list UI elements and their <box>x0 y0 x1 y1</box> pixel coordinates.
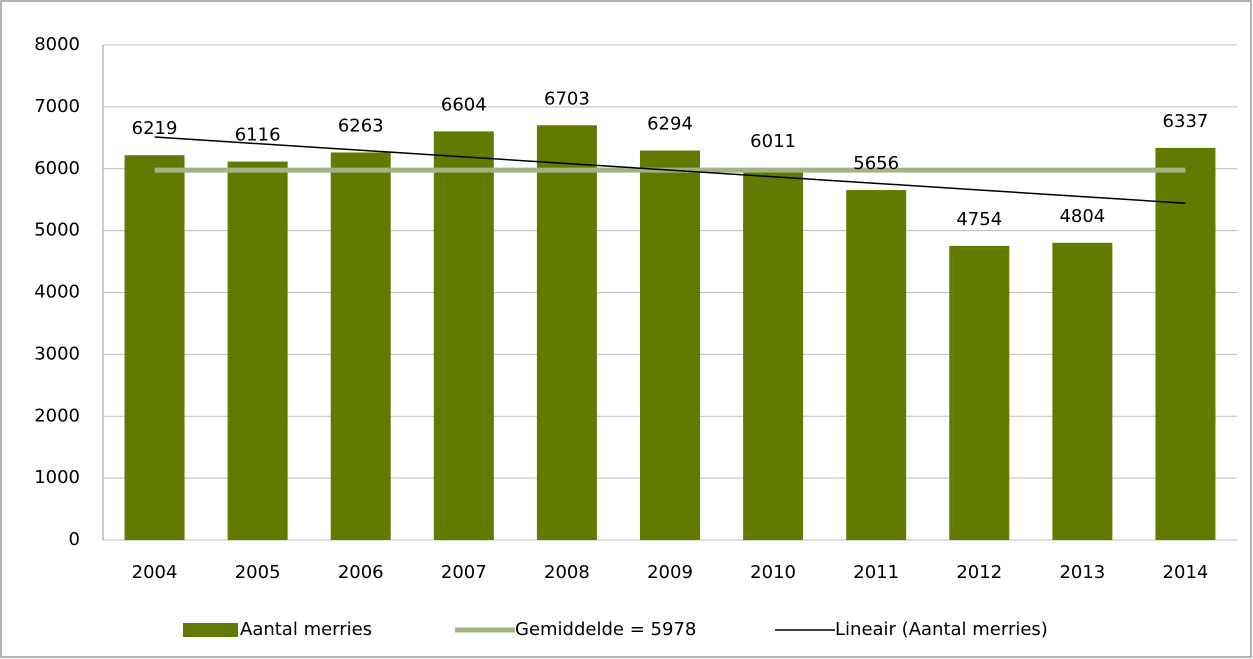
x-tick-label: 2012 <box>956 562 1002 583</box>
data-label: 6703 <box>544 88 590 109</box>
bar <box>124 155 185 540</box>
x-tick-label: 2011 <box>853 562 899 583</box>
bar <box>949 245 1010 540</box>
x-tick-label: 2008 <box>544 562 590 583</box>
x-tick-label: 2004 <box>132 562 178 583</box>
y-tick-label: 4000 <box>34 282 80 303</box>
data-label: 6011 <box>750 131 796 152</box>
data-label: 6116 <box>235 125 281 146</box>
bar <box>536 125 597 540</box>
y-tick-label: 2000 <box>34 405 80 426</box>
x-tick-label: 2006 <box>338 562 384 583</box>
line <box>154 136 1186 204</box>
x-tick-label: 2013 <box>1059 562 1105 583</box>
bar <box>846 190 907 540</box>
data-label: 5656 <box>853 153 899 174</box>
bar <box>1155 147 1216 540</box>
data-label: 6219 <box>132 118 178 139</box>
legend-label: Lineair (Aantal merries) <box>835 619 1048 640</box>
bar <box>330 152 391 540</box>
data-label: 6604 <box>441 94 487 115</box>
bar <box>227 161 288 540</box>
data-label: 4804 <box>1059 206 1105 227</box>
y-tick-label: 1000 <box>34 467 80 488</box>
legend-label: Aantal merries <box>240 619 372 640</box>
x-tick-label: 2007 <box>441 562 487 583</box>
y-tick-label: 0 <box>69 529 80 550</box>
x-tick-label: 2005 <box>235 562 281 583</box>
bar <box>433 131 494 540</box>
y-tick-label: 8000 <box>34 34 80 55</box>
data-label: 4754 <box>956 209 1002 230</box>
x-tick-label: 2014 <box>1163 562 1209 583</box>
data-label: 6337 <box>1163 111 1209 132</box>
y-tick-label: 7000 <box>34 96 80 117</box>
legend-label: Gemiddelde = 5978 <box>515 619 696 640</box>
bar <box>640 150 700 540</box>
y-tick-label: 5000 <box>34 220 80 241</box>
x-tick-label: 2010 <box>750 562 796 583</box>
x-tick-label: 2009 <box>647 562 693 583</box>
bar <box>1052 242 1113 540</box>
y-tick-label: 3000 <box>34 343 80 364</box>
data-label: 6263 <box>338 115 384 136</box>
legend-swatch <box>183 623 238 637</box>
y-tick-label: 6000 <box>34 158 80 179</box>
bar <box>743 168 804 540</box>
data-label: 6294 <box>647 114 693 135</box>
